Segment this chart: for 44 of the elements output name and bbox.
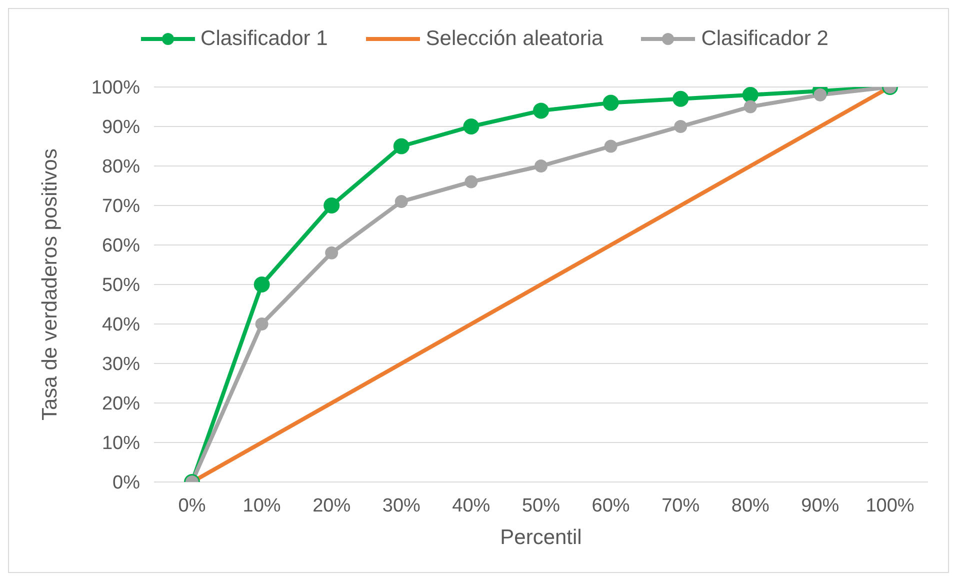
point (672, 90, 689, 107)
point (534, 160, 548, 172)
y-tick-label: 40% (102, 314, 140, 336)
y-tick-label: 90% (102, 117, 140, 138)
x-tick-label: 10% (242, 495, 281, 516)
y-tick-label: 0% (112, 472, 140, 494)
point (464, 175, 478, 188)
y-tick-label: 10% (102, 433, 140, 454)
y-tick-label: 100% (91, 78, 140, 99)
x-tick-label: 40% (452, 495, 490, 516)
x-tick-label: 90% (801, 495, 840, 516)
y-tick-label: 60% (102, 236, 140, 257)
point (324, 198, 340, 214)
x-tick-label: 70% (662, 495, 700, 516)
point (463, 118, 480, 134)
legend-label: Clasificador 1 (200, 27, 328, 51)
point (533, 102, 549, 119)
legend-label: Clasificador 2 (701, 27, 828, 51)
y-tick-label: 30% (102, 354, 140, 376)
x-tick-label: 60% (592, 495, 630, 516)
point (394, 195, 408, 208)
x-tick-label: 0% (178, 495, 206, 516)
x-tick-label: 20% (312, 495, 351, 516)
point (742, 87, 758, 103)
point (254, 276, 270, 292)
point (255, 318, 268, 330)
x-tick-label: 100% (866, 495, 914, 516)
x-tick-label: 80% (731, 495, 770, 516)
point (325, 246, 338, 260)
y-axis-title: Tasa de verdaderos positivos (38, 148, 62, 420)
y-tick-label: 20% (102, 394, 140, 415)
point (814, 88, 827, 102)
point (744, 100, 757, 114)
y-tick-label: 50% (102, 275, 140, 296)
point (674, 120, 688, 133)
x-axis-title: Percentil (500, 526, 582, 549)
y-tick-label: 80% (102, 156, 140, 178)
point (393, 138, 410, 154)
x-tick-label: 30% (382, 495, 421, 516)
point (602, 94, 619, 111)
legend-label: Selección aleatoria (426, 27, 604, 51)
x-tick-label: 50% (522, 495, 560, 516)
point (604, 140, 618, 153)
y-tick-label: 70% (102, 196, 140, 218)
